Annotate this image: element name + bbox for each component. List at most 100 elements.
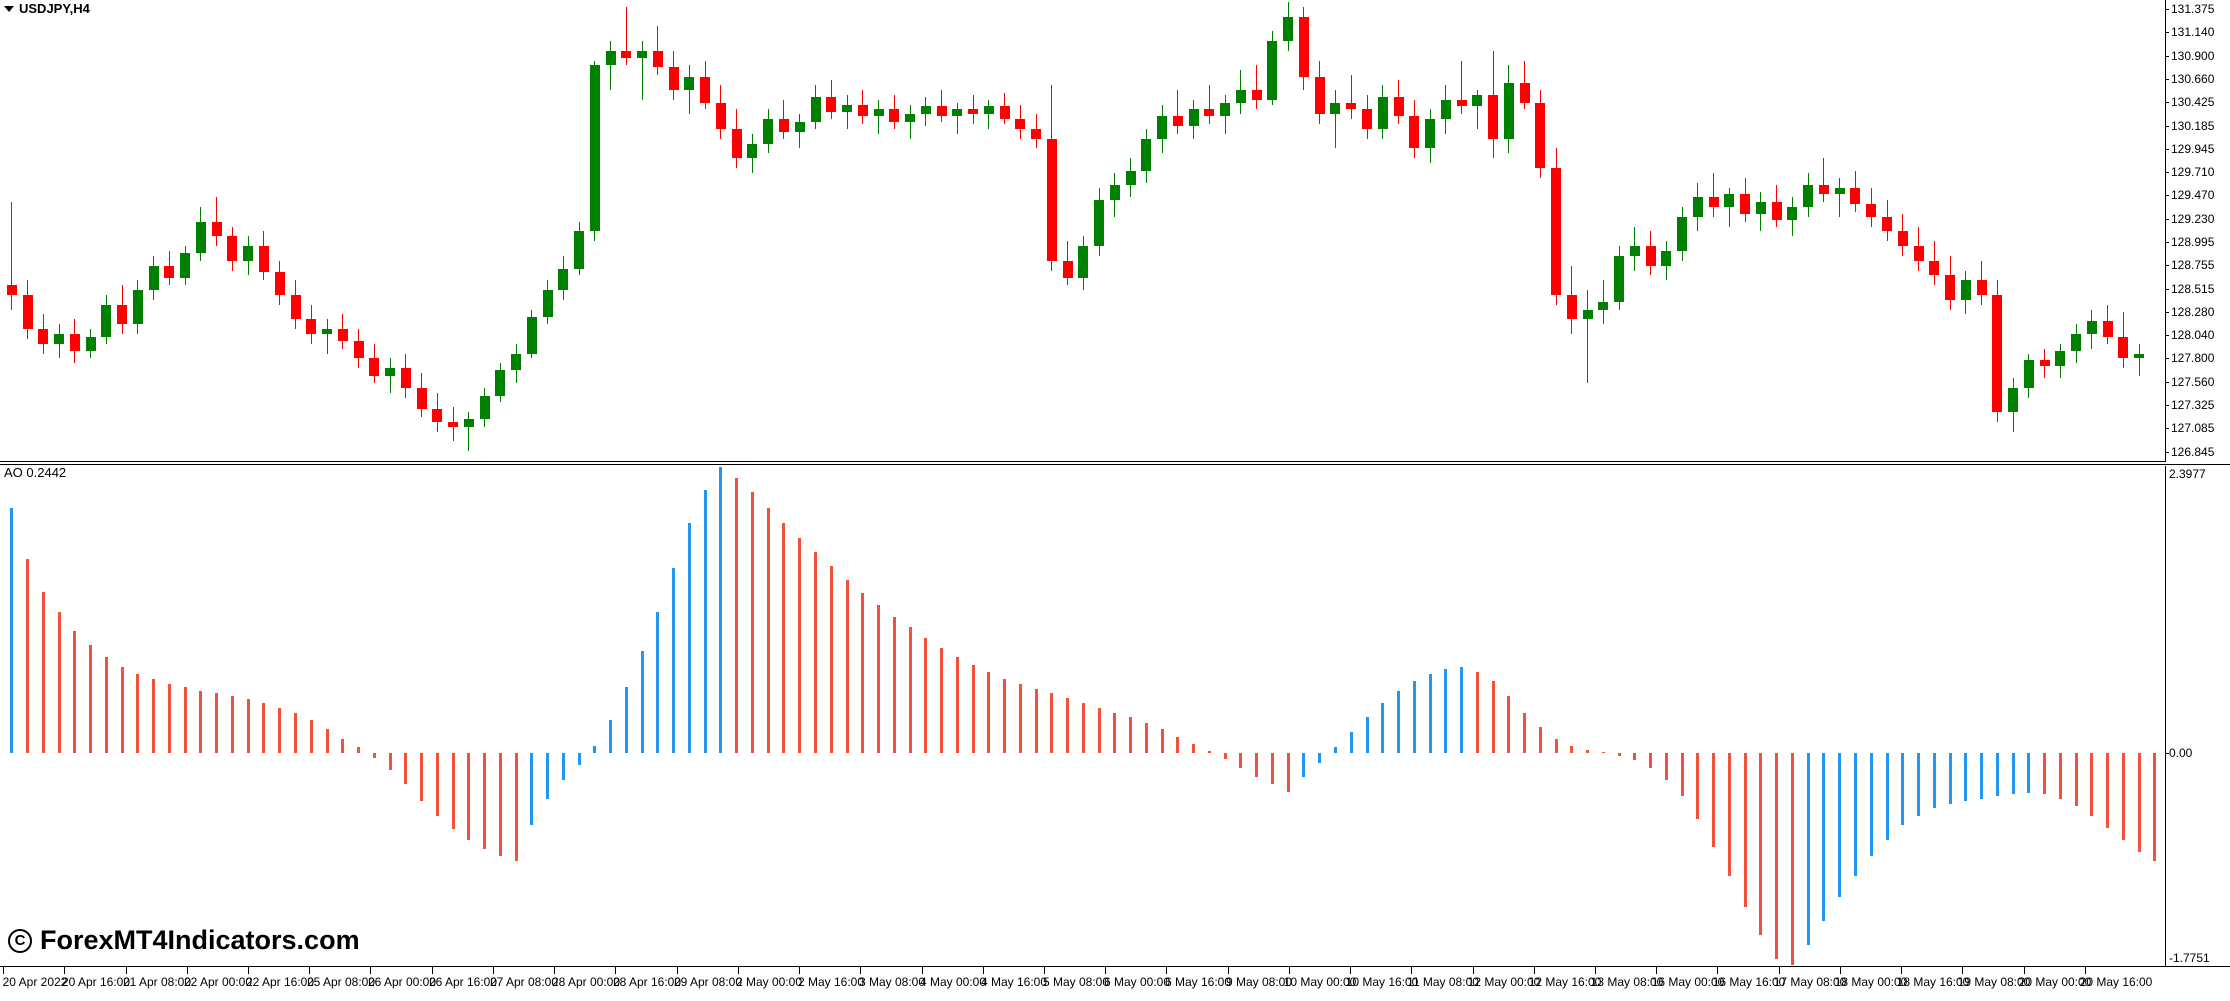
ao-axis[interactable]: 2.3977 0.00 -1.7751 [2165,466,2230,966]
candle-body [763,119,774,144]
price-axis-label: 126.845 [2171,444,2215,459]
chart-symbol-label[interactable]: USDJPY,H4 [4,1,90,16]
time-axis-tick [554,967,555,974]
candle-wick [956,102,958,134]
candle-body [290,294,301,320]
price-axis-tick [2165,404,2169,406]
price-axis-label: 129.230 [2171,211,2215,226]
candle-body [1976,280,1987,295]
candle-body [1046,138,1057,261]
time-axis-label: 11 May 08:00 [1407,975,1479,989]
ao-histogram-bar [1286,753,1290,792]
ao-histogram-bar [703,489,707,754]
candle-wick [1839,177,1841,217]
ao-histogram-bar [2106,753,2110,828]
ao-histogram-bar [1743,753,1747,907]
time-axis-label: 12 May 16:00 [1528,975,1602,989]
ao-histogram-bar [1901,753,1905,826]
candle-body [1393,96,1404,117]
candle-body [889,109,900,123]
candle-body [1897,231,1908,247]
candle-body [542,290,553,318]
ao-histogram-bar [1207,750,1211,754]
ao-histogram-bar [971,664,975,754]
ao-histogram-bar [1113,712,1117,754]
candle-body [1172,116,1183,126]
site-watermark: C ForexMT4Indicators.com [8,925,360,956]
ao-indicator-pane[interactable] [0,466,2165,966]
ao-histogram-bar [1586,749,1590,754]
candle-body [38,329,49,344]
ao-histogram-bar [1160,729,1164,754]
candle-body [1818,184,1829,195]
time-axis-tick [1779,967,1780,974]
ao-axis-label: 0.00 [2169,746,2193,761]
ao-histogram-bar [1034,688,1038,754]
candle-body [511,353,522,371]
ao-histogram-bar [2153,753,2157,862]
candle-wick [641,41,643,100]
candle-body [1188,109,1199,126]
candle-body [1755,202,1766,214]
candle-body [1472,94,1483,107]
candle-body [668,67,679,90]
candle-body [1582,309,1593,320]
ao-histogram-bar [1601,752,1605,754]
time-axis-label: 22 Apr 16:00 [245,975,315,989]
ao-histogram-bar [1680,753,1684,797]
ao-histogram-bar [420,753,424,802]
candle-body [952,109,963,117]
candle-wick [2138,343,2140,376]
candle-body [448,421,459,427]
ao-histogram-bar [1349,731,1353,754]
candle-body [322,329,333,335]
ao-histogram-bar [498,753,502,857]
candle-body [400,368,411,388]
price-axis-label: 129.710 [2171,164,2215,179]
price-axis[interactable]: 131.375 131.140 130.900 130.660 130.425 130.1… [2165,0,2230,462]
candle-body [85,336,96,351]
price-axis-tick [2165,79,2169,81]
price-axis-tick [2165,311,2169,313]
pane-separator-top [0,461,2230,462]
ao-histogram-bar [404,753,408,785]
price-axis-line [2165,0,2166,462]
ao-histogram-bar [26,559,30,754]
time-axis-tick [493,967,494,974]
ao-histogram-bar [10,507,14,754]
price-axis-label: 127.560 [2171,374,2215,389]
ao-histogram-bar [294,712,297,754]
time-axis[interactable]: 20 Apr 2022 20 Apr 16:00 21 Apr 08:00 22 Ap… [0,966,2230,1001]
candle-wick [468,412,470,452]
time-axis-tick [1105,967,1106,974]
candle-body [1220,102,1231,117]
ao-histogram-bar [372,753,376,759]
ao-histogram-bar [1759,753,1763,936]
candle-wick [1476,89,1478,129]
candle-body [715,102,726,129]
ao-histogram-bar [1822,753,1826,922]
candle-body [479,395,490,419]
time-axis-tick [432,967,433,974]
ao-histogram-bar [546,753,550,799]
chevron-down-icon[interactable] [4,5,14,12]
time-axis-label: 13 May 08:00 [1590,975,1664,989]
candle-body [117,304,128,325]
price-axis-tick [2165,335,2169,336]
candle-body [2039,360,2050,367]
price-axis-label: 130.900 [2171,48,2215,63]
watermark-text: ForexMT4Indicators.com [40,925,360,955]
candle-body [558,268,569,291]
ao-histogram-bar [861,592,865,754]
ao-histogram-bar [1460,667,1464,754]
candle-body [2134,353,2145,359]
candle-wick [941,89,943,123]
ao-histogram-bar [1129,717,1133,754]
candle-body [1141,138,1152,171]
time-axis-tick [370,967,371,974]
candle-body [1519,83,1530,103]
price-axis-tick [2165,381,2169,383]
candle-body [920,106,931,115]
price-chart-pane[interactable] [0,0,2165,462]
ao-histogram-bar [892,616,896,754]
